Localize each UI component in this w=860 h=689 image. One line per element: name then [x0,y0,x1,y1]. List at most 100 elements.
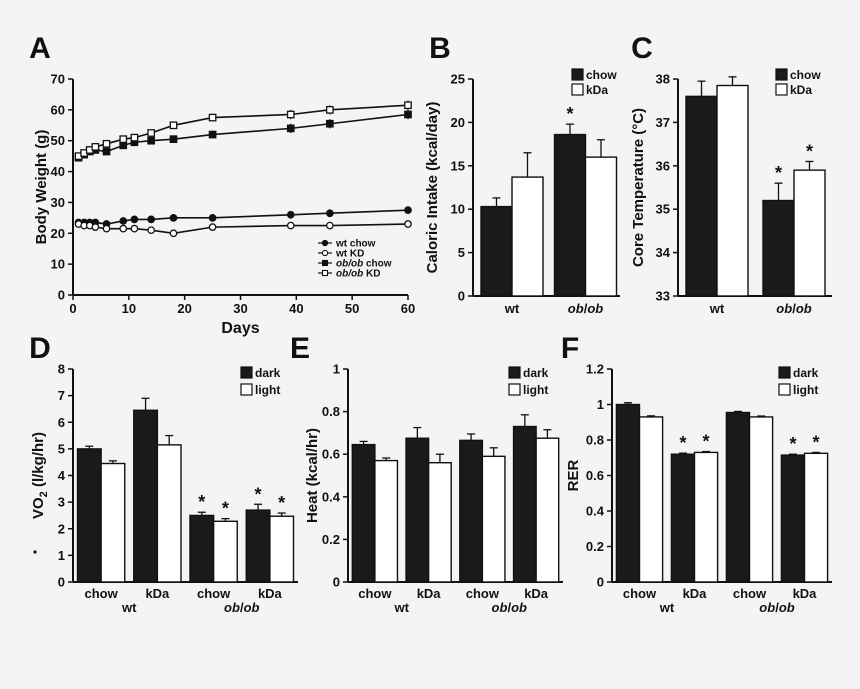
data-point [208,130,217,139]
data-point [130,224,139,233]
panel-letter-F: F [561,332,579,365]
data-point [208,113,217,122]
legend-swatch [775,68,788,81]
y-tick-label: 0.8 [322,404,340,419]
y-tick-label: 35 [656,202,670,217]
y-tick-label: 2 [58,521,65,536]
data-point [325,221,334,230]
y-tick-label: 0.8 [586,433,604,448]
y-tick-label: 4 [58,468,66,483]
category-label: kDa [258,586,283,601]
data-point [91,143,100,151]
y-tick-label: 0.4 [586,504,605,519]
x-tick-label: 60 [401,301,415,316]
legend-label: light [793,383,818,397]
data-point [169,121,178,130]
significance-star: * [679,433,686,453]
y-tick-label: 3 [58,495,65,510]
y-tick-label: 50 [51,133,65,148]
panel-C: C 33 34 35 36 37 38 Core Temperature (°C) wt * * ob… [630,32,832,316]
y-tick-label: 10 [451,202,465,217]
group-label: ob/ob [492,600,527,615]
data-point [286,221,295,230]
data-point [208,214,217,222]
legend-label: light [523,383,548,397]
legend-marker [321,249,329,257]
group-label: wt [394,600,410,615]
category-label: chow [466,586,500,601]
bar [156,444,182,583]
category-label: kDa [417,586,442,601]
data-point [102,139,111,148]
legend-label: kDa [586,83,608,97]
significance-star: * [813,432,820,452]
y-tick-label: 1 [333,362,340,377]
bar [535,437,560,583]
group-label: wt [709,301,725,316]
y-axis-label: Core Temperature (°C) [630,108,647,267]
legend-label: wt chow [335,239,376,250]
data-point [102,147,111,156]
data-point [119,224,128,233]
legend-label: ob/ob KD [336,269,380,280]
legend-label: dark [793,366,819,380]
legend-marker [321,269,329,277]
y-tick-label: 5 [58,441,65,456]
group-label: ob/ob [568,301,603,316]
data-point [286,124,295,133]
bar [133,409,159,583]
data-point [208,223,217,231]
panel-letter-E: E [290,332,310,365]
y-tick-label: 5 [458,245,465,260]
legend-swatch [775,83,788,96]
bar [803,452,829,583]
bar [615,403,641,583]
y-axis-label: Body Weight (g) [33,130,50,245]
data-point [147,136,156,145]
data-point [325,106,334,114]
y-tick-label: 0.2 [322,532,340,547]
bar [670,453,696,583]
legend-swatch [508,366,521,379]
y-tick-label: 33 [656,289,670,304]
series-line [78,104,409,157]
y-tick-label: 20 [51,226,65,241]
y-tick-label: 0.6 [322,447,340,462]
bar [269,515,295,583]
bar [748,416,774,583]
series-line [78,209,409,225]
panel-letter-A: A [29,32,51,65]
y-tick-label: 6 [58,415,65,430]
significance-star: * [278,493,285,513]
panel-D: D 0 1 2 3 4 5 6 7 8 VO2 (l/kg/hr) chow kDa * * chow * * kD… [29,332,298,615]
group-label: ob/ob [224,600,259,615]
category-label: chow [197,586,231,601]
x-tick-label: 20 [177,301,191,316]
data-point [404,206,412,214]
bar [189,514,215,583]
data-point [169,229,178,238]
series-1 [74,220,412,238]
y-tick-label: 1 [597,397,604,412]
significance-star: * [703,432,710,452]
group-label: ob/ob [759,600,794,615]
bar [405,437,430,583]
significance-star: * [566,104,573,124]
data-point [130,215,139,224]
y-tick-label: 30 [51,195,65,210]
legend-entry: wt KD [318,249,364,260]
legend-marker [321,239,329,247]
y-tick-label: 25 [451,72,465,87]
y-tick-label: 10 [51,257,65,272]
data-point [147,215,156,224]
data-point [286,110,295,119]
legend-swatch [778,383,791,396]
legend-swatch [240,366,253,379]
y-tick-label: 34 [656,245,671,260]
y-tick-label: 0.6 [586,468,604,483]
panel-letter-B: B [429,32,451,65]
bar [725,411,751,583]
y-tick-label: 0 [58,288,65,303]
series-3 [74,100,412,160]
y-tick-label: 1 [58,548,65,563]
